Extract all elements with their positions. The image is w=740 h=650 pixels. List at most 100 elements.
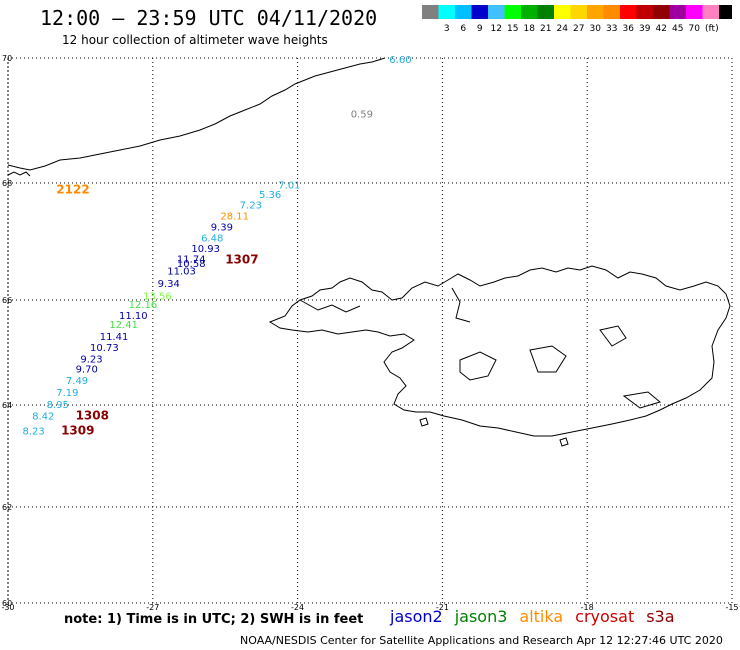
wave-height-value: 2122 <box>56 183 89 197</box>
lat-tick-label: 70 <box>2 54 12 63</box>
colorbar-label: 15 <box>507 24 518 34</box>
colorbar-swatch <box>669 5 686 19</box>
iceland-lake-2 <box>529 345 567 373</box>
wave-height-value: 1309 <box>61 424 94 438</box>
colorbar-label: 39 <box>639 24 651 34</box>
colorbar-label: 70 <box>689 24 701 34</box>
lon-tick-label: -27 <box>146 603 159 612</box>
colorbar-swatch <box>488 5 505 19</box>
colorbar-label: 12 <box>491 24 502 34</box>
iceland-lake-1 <box>459 351 497 381</box>
satellite-legend-item: jason3 <box>454 607 508 626</box>
colorbar-label: 21 <box>540 24 551 34</box>
lat-tick-label: 64 <box>2 401 12 410</box>
colorbar-label: 9 <box>477 24 483 34</box>
colorbar-swatch <box>636 5 653 19</box>
wave-height-value: 6.48 <box>201 234 223 245</box>
wave-height-value: 12.41 <box>109 320 138 331</box>
colorbar-label: 42 <box>656 24 667 34</box>
lat-tick-label: 60 <box>2 599 12 608</box>
satellite-legend: jason2 jason3 altika cryosat s3a <box>390 607 687 626</box>
wave-height-value: 7.19 <box>56 388 78 399</box>
wave-height-value: 12.16 <box>129 300 158 311</box>
wave-height-value: 1308 <box>76 408 109 422</box>
colorbar-swatch <box>422 5 439 19</box>
wave-height-value: 8.23 <box>22 427 44 438</box>
iceland-lake-3 <box>599 325 627 347</box>
wave-height-value: 11.03 <box>167 266 196 277</box>
colorbar-label: 6 <box>460 24 466 34</box>
colorbar-label: 18 <box>524 24 536 34</box>
satellite-legend-item: altika <box>519 607 564 626</box>
lon-tick-label: -18 <box>581 603 594 612</box>
wave-height-value: 10.58 <box>177 259 206 270</box>
wave-height-value: 8.95 <box>47 400 69 411</box>
iceland-islands <box>419 417 569 447</box>
page-title: 12:00 – 23:59 UTC 04/11/2020 <box>40 6 378 30</box>
satellite-legend-item: jason2 <box>390 607 443 626</box>
colorbar-label: 33 <box>606 24 617 34</box>
lon-tick-label: -21 <box>436 603 449 612</box>
lat-tick-label: 68 <box>2 179 12 188</box>
colorbar-label: 45 <box>672 24 683 34</box>
wave-height-value: 11.74 <box>177 255 206 266</box>
colorbar-swatch <box>570 5 587 19</box>
colorbar-swatch <box>455 5 472 19</box>
iceland-lake-4 <box>622 391 662 409</box>
wave-height-value: 28.11 <box>220 211 249 222</box>
colorbar-label: 24 <box>557 24 569 34</box>
colorbar-swatch <box>504 5 521 19</box>
note-text: note: 1) Time is in UTC; 2) SWH is in fe… <box>64 612 364 627</box>
colorbar-swatch <box>521 5 538 19</box>
colorbar-swatch <box>603 5 620 19</box>
wave-height-value: 9.70 <box>76 364 98 375</box>
page-subtitle: 12 hour collection of altimeter wave hei… <box>62 33 328 47</box>
wave-height-value: 13.56 <box>143 291 172 302</box>
wave-height-value: 1307 <box>225 253 258 267</box>
wave-height-value: 11.10 <box>119 311 148 322</box>
colorbar-label: 36 <box>623 24 635 34</box>
colorbar-unit: (ft) <box>705 24 719 34</box>
colorbar-swatch <box>686 5 703 19</box>
map-plot: 6.600.597.015.3621227.2328.119.396.4810.… <box>1 54 738 612</box>
colorbar-swatch <box>620 5 637 19</box>
colorbar-swatch <box>702 5 719 19</box>
wave-height-value: 6.60 <box>389 55 411 66</box>
iceland-fjord-1 <box>299 299 361 313</box>
lon-tick-label: -15 <box>725 603 738 612</box>
wave-height-value: 9.39 <box>211 222 233 233</box>
colorbar-swatch <box>719 5 732 19</box>
colorbar-swatch <box>587 5 604 19</box>
colorbar-label: 27 <box>573 24 584 34</box>
wave-height-value: 9.23 <box>80 354 102 365</box>
colorbar-label: 3 <box>444 24 450 34</box>
wave-height-value: 8.42 <box>32 411 54 422</box>
wave-height-value: 9.34 <box>158 279 180 290</box>
colorbar-label: 30 <box>590 24 602 34</box>
wave-height-observations: 6.600.597.015.3621227.2328.119.396.4810.… <box>22 55 411 438</box>
wave-height-value: 7.23 <box>240 201 262 212</box>
lat-tick-label: 66 <box>2 296 12 305</box>
colorbar: 3 6 9 12 15 18 21 24 27 30 33 36 39 42 45 70 (ft) <box>422 5 732 34</box>
wave-height-value: 7.49 <box>66 376 88 387</box>
colorbar-swatch <box>554 5 571 19</box>
lon-tick-label: -24 <box>291 603 304 612</box>
wave-height-value: 10.73 <box>90 343 119 354</box>
iceland-coast <box>268 265 731 437</box>
greenland-coast-tip <box>7 171 31 177</box>
axis-ticks: -30 -27 -24 -21 -18 -15 70 68 66 64 62 60 <box>1 54 738 612</box>
iceland-fjord-2 <box>451 287 471 323</box>
colorbar-swatch <box>537 5 554 19</box>
lon-tick-label: -30 <box>1 603 14 612</box>
satellite-legend-item: s3a <box>646 607 675 626</box>
credit-text: NOAA/NESDIS Center for Satellite Applica… <box>240 634 723 647</box>
colorbar-swatch <box>653 5 670 19</box>
wave-height-value: 10.93 <box>191 244 220 255</box>
wave-height-value: 5.36 <box>259 190 281 201</box>
lat-tick-label: 62 <box>2 503 12 512</box>
satellite-legend-item: cryosat <box>575 607 635 626</box>
wave-height-value: 0.59 <box>351 109 373 120</box>
greenland-coast <box>7 57 386 171</box>
coastline <box>7 57 731 447</box>
colorbar-swatch <box>471 5 488 19</box>
